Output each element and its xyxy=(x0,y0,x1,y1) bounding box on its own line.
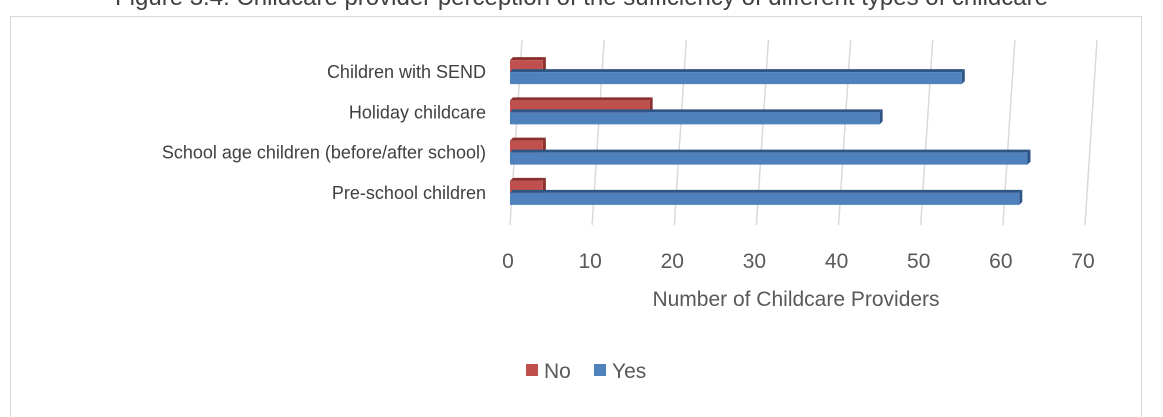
legend-swatch-yes xyxy=(594,364,606,376)
x-tick-label: 70 xyxy=(1071,250,1094,273)
chart-title: Figure 3.4: Childcare provider perceptio… xyxy=(0,0,1163,20)
bar-chart: 0 10 20 30 40 50 60 70 Pre-school children School… xyxy=(162,39,1098,383)
x-tick-label: 30 xyxy=(743,250,766,273)
bar-top-yes xyxy=(510,189,1023,193)
x-tick-label: 60 xyxy=(989,250,1012,273)
bar-top-yes xyxy=(510,109,883,113)
x-tick-label: 0 xyxy=(502,250,514,273)
bar-yes xyxy=(510,192,1020,205)
x-tick-label: 40 xyxy=(825,250,848,273)
bar-side-yes xyxy=(879,109,883,125)
category-label: Children with SEND xyxy=(327,62,486,82)
chart-frame xyxy=(10,16,1142,417)
bar-side-no xyxy=(649,97,653,113)
bar-side-no xyxy=(542,57,546,73)
bar-side-yes xyxy=(961,69,965,85)
bar-top-no xyxy=(510,177,546,181)
x-axis-title: Number of Childcare Providers xyxy=(652,288,939,311)
category-label: School age children (before/after school… xyxy=(162,143,486,163)
bar-top-no xyxy=(510,137,546,141)
legend-label-no: No xyxy=(544,360,571,383)
bar-side-no xyxy=(542,137,546,153)
bar-yes xyxy=(510,72,962,85)
x-tick-label: 20 xyxy=(661,250,684,273)
bar-top-no xyxy=(510,97,653,101)
bar-side-no xyxy=(542,177,546,193)
bar-yes xyxy=(510,152,1028,165)
bar-side-yes xyxy=(1019,189,1023,205)
category-label: Pre-school children xyxy=(332,183,486,203)
bar-top-yes xyxy=(510,149,1031,153)
x-tick-label: 50 xyxy=(907,250,930,273)
bar-top-yes xyxy=(510,69,965,73)
legend-swatch-no xyxy=(526,364,538,376)
bar-yes xyxy=(510,112,880,125)
bar-side-yes xyxy=(1027,149,1031,165)
category-label: Holiday childcare xyxy=(349,102,486,122)
gridline-70 xyxy=(1084,39,1098,226)
bar-top-no xyxy=(510,57,546,61)
x-tick-label: 10 xyxy=(578,250,601,273)
legend-label-yes: Yes xyxy=(612,360,646,383)
